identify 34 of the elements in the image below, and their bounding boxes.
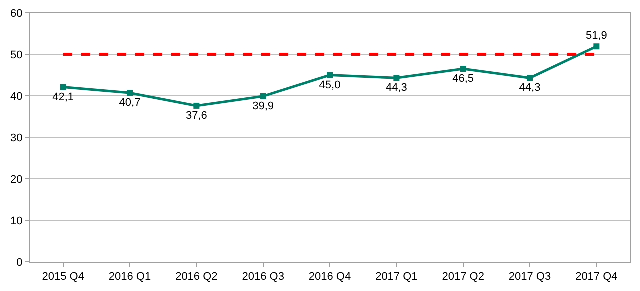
point bbox=[327, 72, 333, 78]
data-label: 51,9 bbox=[586, 30, 608, 42]
y-tick-label: 30 bbox=[10, 132, 23, 144]
data-label: 44,3 bbox=[519, 82, 541, 94]
y-tick-label: 40 bbox=[10, 90, 23, 103]
point bbox=[460, 66, 466, 72]
data-label: 46,5 bbox=[452, 73, 474, 86]
x-tick-label: 2016 Q1 bbox=[108, 271, 152, 284]
y-tick-label: 50 bbox=[10, 49, 23, 62]
data-label: 40,7 bbox=[119, 97, 141, 110]
x-tick-label: 2017 Q3 bbox=[508, 271, 552, 284]
data-label: 39,9 bbox=[252, 100, 274, 112]
x-tick-label: 2017 Q1 bbox=[376, 271, 418, 284]
x-tick-label: 2015 Q4 bbox=[42, 271, 84, 284]
y-tick-label: 20 bbox=[10, 174, 23, 186]
point bbox=[527, 75, 533, 82]
point bbox=[594, 44, 600, 50]
y-tick-label: 60 bbox=[10, 8, 23, 20]
point bbox=[260, 93, 266, 100]
point bbox=[194, 102, 200, 109]
data-label: 37,6 bbox=[186, 110, 208, 122]
data-label: 44,3 bbox=[386, 82, 408, 94]
y-tick-label: 0 bbox=[16, 256, 23, 269]
point bbox=[127, 90, 133, 96]
point bbox=[394, 75, 400, 82]
point bbox=[60, 84, 66, 90]
x-tick-label: 2016 Q3 bbox=[242, 271, 284, 284]
y-tick-label: 10 bbox=[10, 215, 23, 228]
x-tick-label: 2017 Q4 bbox=[576, 271, 618, 284]
x-tick-label: 2017 Q2 bbox=[442, 271, 484, 284]
data-label: 42,1 bbox=[52, 91, 74, 104]
x-tick-label: 2016 Q4 bbox=[308, 271, 352, 284]
data-label: 45,0 bbox=[319, 79, 341, 92]
x-tick-label: 2016 Q2 bbox=[176, 271, 218, 284]
